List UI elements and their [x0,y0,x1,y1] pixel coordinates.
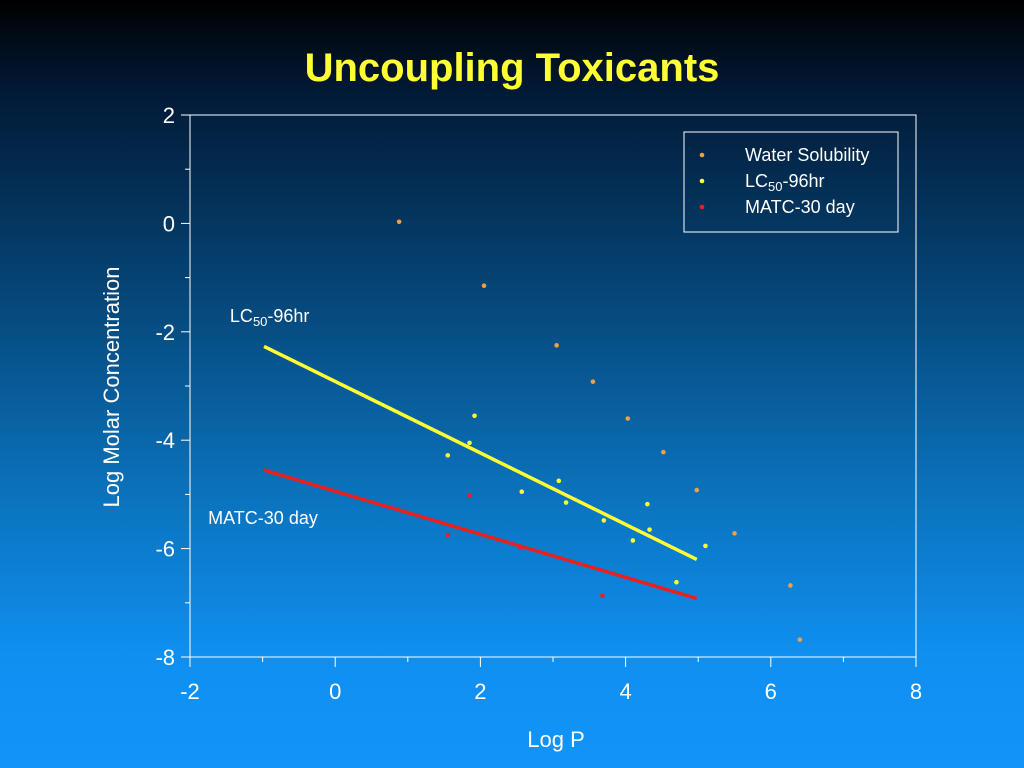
data-point-series-0 [797,637,803,642]
data-point-series-2 [600,593,605,599]
data-point-series-1 [556,478,562,484]
annotation-matc: MATC-30 day [208,508,318,528]
data-point-series-2 [445,532,451,538]
data-point-series-0 [732,531,737,536]
legend-marker [699,152,705,158]
data-point-series-0 [554,343,559,348]
data-point-series-1 [563,500,569,505]
legend-label: LC50-96hr [745,171,825,194]
data-point-series-0 [481,283,487,289]
data-point-series-1 [472,413,477,419]
data-point-series-1 [445,453,451,458]
data-point-series-0 [788,583,793,588]
annotation-lc50: LC50-96hr [230,306,310,329]
y-tick-label: -2 [155,320,175,345]
legend-label: MATC-30 day [745,197,855,217]
x-tick-label: 0 [329,679,341,704]
axes: 20-2-4-6-8-2 0 2 4 6 8 [155,103,922,704]
legend-marker [699,178,705,184]
data-point-series-1 [467,440,472,446]
data-points [396,219,803,642]
legend-box [683,131,899,233]
x-tick-label: 8 [910,679,922,704]
fit-lines [263,344,698,601]
data-point-series-1 [601,518,607,523]
data-point-series-1 [519,489,525,494]
x-axis-label: Log P [527,727,585,752]
data-point-series-2 [518,545,523,550]
x-tick-label: 2 [474,679,486,704]
data-point-series-1 [703,543,708,549]
data-point-series-1 [647,527,652,532]
x-tick-label: 4 [619,679,631,704]
y-tick-label: 0 [163,211,175,236]
x-tick-label: -2 [180,679,200,704]
fit-line-series-2 [263,468,698,601]
annotations: LC50-96hr MATC-30 day [208,306,318,528]
data-point-series-0 [661,449,666,455]
data-point-series-1 [645,501,650,507]
y-tick-label: -8 [155,645,175,670]
legend: Water Solubility LC50-96hr MATC-30 day [683,131,899,233]
data-point-series-0 [625,416,631,421]
fit-line-series-1 [263,344,698,562]
data-point-series-0 [396,219,402,225]
x-tick-label: 6 [765,679,777,704]
y-tick-label: 2 [163,103,175,128]
y-axis-label: Log Molar Concentration [99,266,124,508]
legend-label: Water Solubility [745,145,869,165]
y-tick-label: -4 [155,428,175,453]
legend-marker [699,204,705,210]
data-point-series-0 [694,487,700,493]
y-tick-label: -6 [155,537,175,562]
data-point-series-0 [590,379,596,384]
data-point-series-1 [630,538,636,543]
slide-title: Uncoupling Toxicants [304,46,720,90]
data-point-series-1 [674,579,679,585]
data-point-series-2 [467,493,472,498]
